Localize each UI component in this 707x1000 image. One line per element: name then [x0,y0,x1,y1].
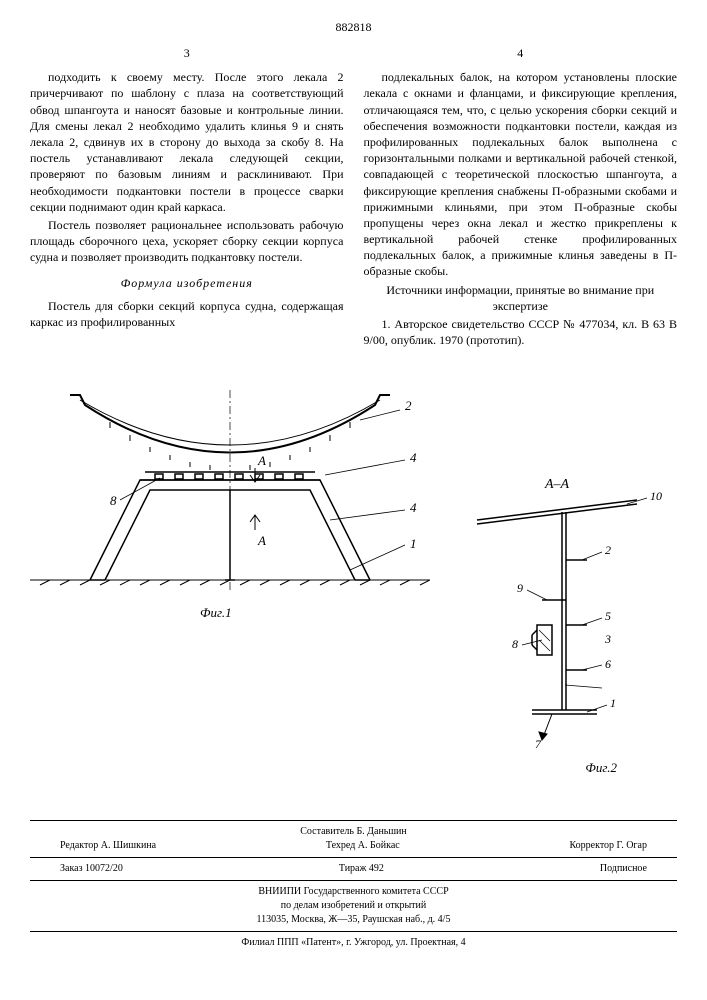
ref2-5: 5 [605,609,611,623]
fig1-label: Фиг.1 [200,605,232,621]
ref-4a: 4 [410,450,417,465]
sources-title: Источники информации, принятые во вниман… [364,282,678,314]
ref-4b: 4 [410,500,417,515]
ref-2: 2 [405,398,412,413]
org1: ВНИИПИ Государственного комитета СССР [30,885,677,899]
section-label: А–А [544,477,570,492]
ref2-9: 9 [517,581,523,595]
patent-number: 882818 [30,20,677,35]
ref2-1: 1 [610,696,616,710]
ref2-10: 10 [650,489,662,503]
section-a-bot: А [257,533,266,548]
right-p1: подлекальных балок, на котором установле… [364,69,678,279]
ref-8: 8 [110,493,117,508]
ref2-3: 3 [604,632,611,646]
compiler: Составитель Б. Даньшин [30,825,677,839]
right-col-number: 4 [364,45,678,61]
left-col-number: 3 [30,45,344,61]
ref2-2: 2 [605,543,611,557]
figure-2: А–А [447,470,667,750]
left-p3: Постель для сборки секций корпуса судна,… [30,298,344,330]
figures-area: 2 4 4 1 8 А А Фиг.1 А–А [30,370,677,800]
addr2: Филиал ППП «Патент», г. Ужгород, ул. Про… [30,936,677,950]
ref2-8: 8 [512,637,518,651]
editor: Редактор А. Шишкина [60,839,156,853]
left-p1: подходить к своему месту. После этого ле… [30,69,344,215]
footer: Составитель Б. Даньшин Редактор А. Шишки… [30,820,677,950]
addr1: 113035, Москва, Ж—35, Раушская наб., д. … [30,913,677,927]
order: Заказ 10072/20 [60,862,123,876]
right-column: 4 подлекальных балок, на котором установ… [364,45,678,350]
left-p2: Постель позволяет рациональнее использов… [30,217,344,266]
org2: по делам изобретений и открытий [30,899,677,913]
text-columns: 3 подходить к своему месту. После этого … [30,45,677,350]
right-p2: 1. Авторское свидетельство СССР № 477034… [364,316,678,348]
figure-1: 2 4 4 1 8 А А [30,370,430,610]
fig2-label: Фиг.2 [585,760,617,776]
corrector: Корректор Г. Огар [569,839,647,853]
ref2-6: 6 [605,657,611,671]
ref2-7: 7 [535,737,542,750]
formula-title: Формула изобретения [30,275,344,291]
circulation: Тираж 492 [339,862,384,876]
ref-1: 1 [410,536,417,551]
left-column: 3 подходить к своему месту. После этого … [30,45,344,350]
section-a-top: А [257,453,266,468]
subscription: Подписное [600,862,647,876]
tech: Техред А. Бойкас [326,839,400,853]
